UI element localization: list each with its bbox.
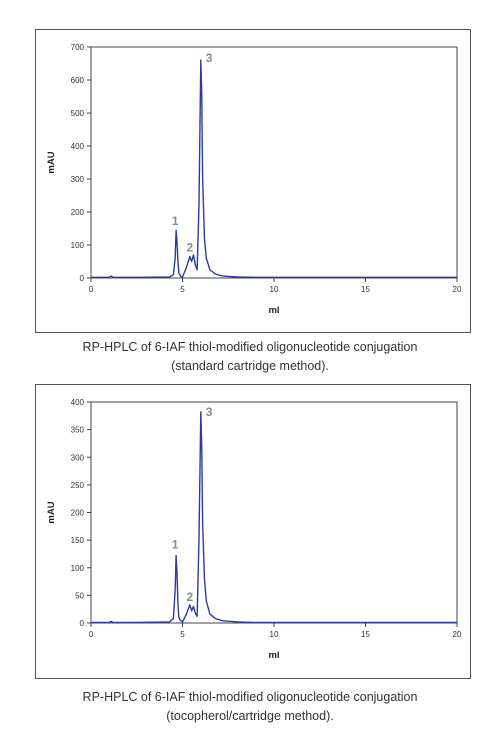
chart-2-caption-line-2: (tocopherol/cartridge method).: [166, 709, 334, 723]
chart-1-y-tick-label: 300: [71, 175, 85, 184]
chart-1-plot-area: [90, 46, 458, 279]
chart-1-peak-label-1: 1: [172, 214, 179, 228]
chart-1-y-tick-label: 0: [80, 274, 85, 283]
chart-2-y-tick-label: 50: [75, 591, 84, 600]
chart-2-plot-area: [90, 401, 458, 624]
chart-1-y-tick-label: 100: [71, 241, 85, 250]
chart-1-caption: RP-HPLC of 6-IAF thiol-modified oligonuc…: [0, 338, 500, 376]
chart-1-y-tick-label: 500: [71, 109, 85, 118]
chart-1-y-tick-label: 400: [71, 142, 85, 151]
chart-2-y-tick-label: 100: [71, 564, 85, 573]
chart-1: 0 100 200 300 400 500 600 700 0 5 10 15 20 ml mAU 12 3: [46, 43, 462, 316]
chart-1-x-tick-label: 5: [180, 285, 185, 294]
chart-2-y-axis-title: mAU: [46, 501, 57, 523]
chart-1-peak-label-3: 3: [206, 51, 213, 65]
chart-2-y-tick-label: 350: [71, 426, 85, 435]
chart-1-x-tick-label: 10: [270, 285, 279, 294]
chart-2-y-tick-label: 400: [71, 398, 85, 407]
chart-1-x-tick-label: 15: [361, 285, 370, 294]
chart-1-caption-line-1: RP-HPLC of 6-IAF thiol-modified oligonuc…: [82, 340, 418, 354]
chart-2-y-tick-label: 300: [71, 453, 85, 462]
chart-1-y-tick-label: 600: [71, 76, 85, 85]
chart-2-x-tick-label: 20: [453, 630, 462, 639]
chart-1-peak-label-2: 2: [186, 241, 193, 255]
chart-1-x-tick-label: 0: [89, 285, 94, 294]
chart-2-peak-label-2: 2: [186, 590, 193, 604]
chart-panel-2: 0 50 100 150 200 250 300 350 400 0 5 10 15 20 ml mAU 1 2 3: [35, 384, 471, 679]
chart-2-x-axis-title: ml: [268, 650, 279, 661]
chart-1-y-tick-label: 200: [71, 208, 85, 217]
chart-2-x-tick-label: 0: [89, 630, 94, 639]
chart-1-caption-line-2: (standard cartridge method).: [171, 359, 329, 373]
chart-2-x-tick-label: 15: [361, 630, 370, 639]
chart-2-y-tick-label: 200: [71, 509, 85, 518]
chart-1-x-axis-title: ml: [268, 305, 279, 316]
chart-panel-1: 0 100 200 300 400 500 600 700 0 5 10 15 20 ml mAU 1 2 3: [35, 29, 471, 333]
chart-2-caption-line-1: RP-HPLC of 6-IAF thiol-modified oligonuc…: [82, 690, 418, 704]
chart-2-y-tick-label: 150: [71, 536, 85, 545]
chart-2-peak-label-3: 3: [206, 405, 213, 419]
chart-1-x-tick-label: 20: [453, 285, 462, 294]
chart-2: 0 50 100 150 200 250 300 350 400 0 5 10 15 20 ml mAU 1 2 3: [46, 398, 462, 661]
chart-2-y-tick-label: 250: [71, 481, 85, 490]
chart-2-y-tick-label: 0: [80, 619, 85, 628]
chart-2-chromatogram-line: [91, 411, 457, 624]
chart-2-x-tick-label: 5: [180, 630, 185, 639]
chart-1-y-axis-title: mAU: [46, 151, 57, 173]
chart-1-chromatogram-line: [91, 59, 457, 279]
chart-2-x-tick-label: 10: [270, 630, 279, 639]
chart-2-peak-label-1: 1: [172, 537, 179, 551]
chart-2-caption: RP-HPLC of 6-IAF thiol-modified oligonuc…: [0, 688, 500, 726]
chart-1-y-tick-label: 700: [71, 43, 85, 52]
